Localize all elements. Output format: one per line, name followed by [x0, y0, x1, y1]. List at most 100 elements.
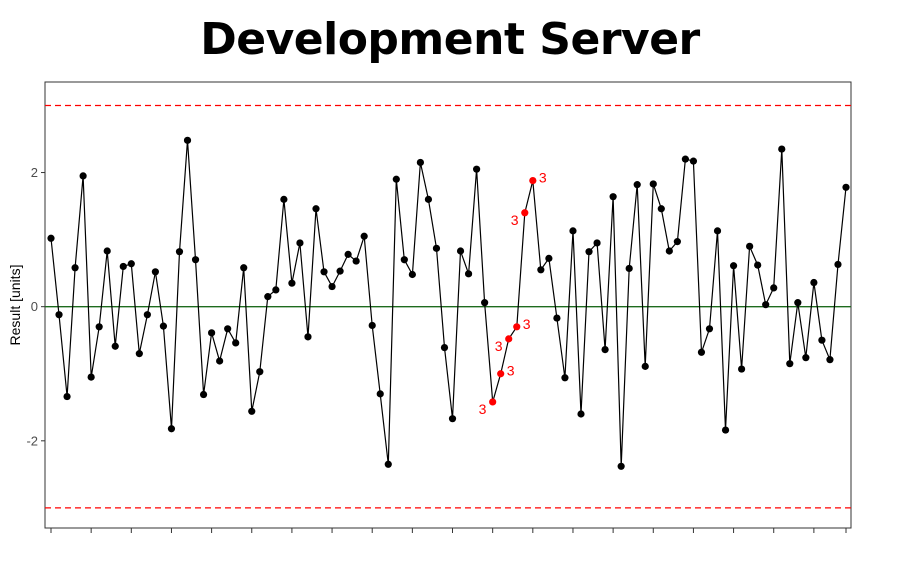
flag-label: 3	[507, 363, 515, 379]
data-point	[384, 460, 392, 468]
data-point	[464, 270, 473, 278]
data-point	[368, 321, 376, 330]
data-point	[392, 175, 400, 183]
data-point	[240, 264, 248, 272]
y-axis: -2 0 2	[26, 165, 45, 448]
data-point	[376, 390, 384, 398]
data-point	[55, 311, 63, 319]
data-point	[617, 462, 625, 470]
data-point	[625, 264, 633, 273]
data-point	[842, 183, 850, 191]
data-point	[697, 348, 706, 356]
data-point	[440, 343, 449, 352]
data-point	[593, 239, 601, 247]
data-point	[336, 267, 344, 275]
data-point	[673, 238, 681, 246]
data-point	[328, 282, 336, 291]
data-point	[224, 325, 232, 333]
data-point	[810, 278, 818, 287]
data-point	[183, 136, 192, 144]
data-point	[232, 339, 240, 347]
data-point	[545, 254, 553, 262]
data-point	[826, 356, 834, 364]
data-point	[199, 390, 208, 399]
flagged-point	[513, 323, 521, 331]
data-point	[296, 239, 304, 247]
data-point	[786, 360, 794, 368]
data-point	[159, 322, 168, 330]
data-point	[71, 264, 79, 272]
data-point	[432, 244, 441, 252]
data-point	[143, 311, 151, 319]
data-point	[304, 333, 312, 341]
flagged-point	[497, 370, 505, 378]
data-point	[424, 195, 433, 203]
y-tick-label: 0	[31, 299, 38, 314]
data-point	[713, 227, 722, 235]
flag-label: 3	[511, 212, 519, 228]
data-point	[288, 279, 296, 287]
data-point	[216, 357, 224, 365]
flagged-point	[521, 209, 529, 217]
data-point	[802, 354, 810, 362]
data-point	[95, 323, 103, 331]
flagged-point	[529, 176, 537, 185]
chart-title: Development Server	[200, 14, 700, 65]
data-point	[63, 392, 71, 401]
y-tick-label: -2	[26, 433, 38, 448]
data-point	[561, 374, 569, 382]
data-point	[633, 181, 641, 189]
data-point	[721, 426, 730, 434]
data-series	[50, 140, 847, 467]
data-point	[601, 346, 609, 354]
data-point	[585, 248, 593, 256]
x-axis	[50, 528, 847, 533]
data-point	[705, 325, 714, 333]
flag-label: 3	[539, 170, 547, 186]
data-points	[47, 136, 850, 470]
data-point	[256, 368, 264, 376]
data-point	[151, 268, 159, 276]
data-point	[834, 260, 842, 269]
flagged-point	[489, 398, 497, 406]
data-point	[689, 157, 698, 165]
flagged-point	[505, 335, 513, 343]
data-point	[119, 262, 127, 271]
series-line	[50, 140, 847, 467]
data-point	[344, 250, 352, 258]
data-point	[135, 350, 143, 358]
data-point	[272, 286, 280, 294]
data-point	[312, 205, 320, 213]
data-point	[770, 284, 778, 292]
data-point	[79, 172, 87, 180]
data-point	[408, 270, 416, 279]
data-point	[167, 425, 176, 433]
flag-label: 3	[479, 401, 487, 417]
data-point	[111, 342, 119, 350]
data-point	[738, 365, 746, 373]
data-point	[47, 234, 55, 242]
data-point	[729, 262, 738, 270]
data-point	[609, 193, 617, 201]
data-point	[577, 410, 585, 418]
data-point	[248, 407, 256, 415]
y-tick-label: 2	[31, 165, 38, 180]
data-point	[87, 373, 95, 381]
data-point	[127, 260, 135, 268]
data-point	[481, 299, 489, 307]
limit-lines	[45, 104, 851, 509]
data-point	[649, 180, 657, 188]
data-point	[103, 247, 111, 255]
data-point	[264, 293, 272, 301]
data-point	[681, 155, 689, 163]
data-point	[448, 415, 457, 423]
data-point	[400, 256, 408, 264]
data-point	[569, 227, 577, 235]
data-point	[746, 242, 754, 250]
data-point	[191, 256, 200, 264]
data-point	[208, 329, 216, 337]
flag-label: 3	[495, 338, 503, 354]
data-point	[553, 314, 561, 322]
